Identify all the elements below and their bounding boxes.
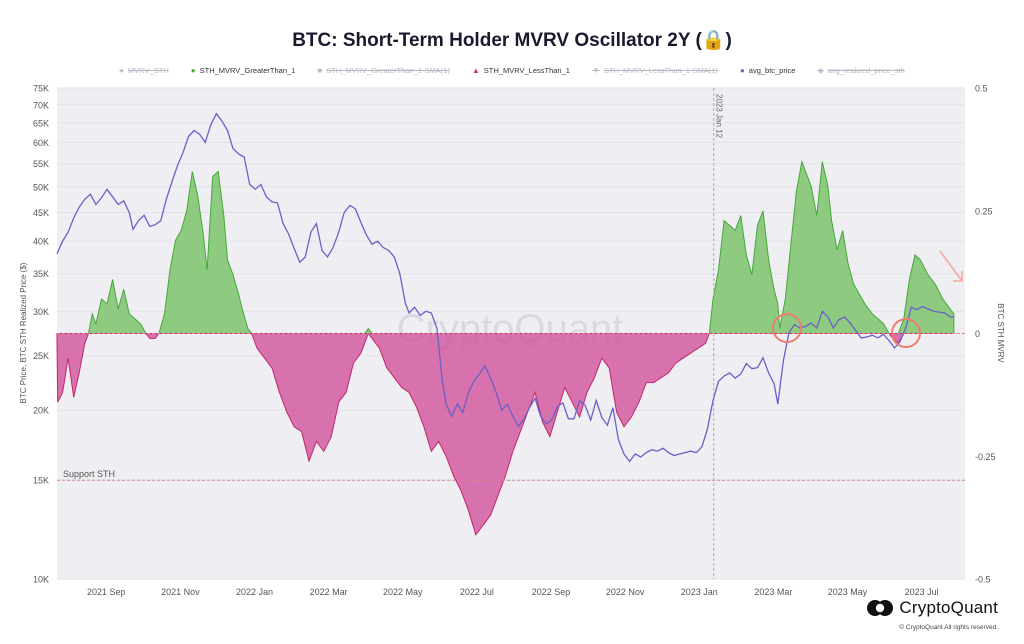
- x-tick-label: 2023 Jul: [905, 587, 939, 597]
- right-axis-ticks: 0.5 0.25 0 -0.25 -0.5: [975, 84, 996, 585]
- x-tick-label: 2022 Jan: [236, 587, 273, 597]
- left-tick-label: 75K: [33, 84, 49, 94]
- legend-swatch-icon: ●: [190, 65, 196, 75]
- right-tick-label: 0.5: [975, 84, 988, 94]
- chart-title: BTC: Short-Term Holder MVRV Oscillator 2…: [292, 30, 732, 51]
- legend-item-mvrv-sth[interactable]: ● MVRV_STH: [119, 66, 169, 75]
- x-tick-label: 2022 Jul: [460, 587, 494, 597]
- x-tick-label: 2022 Nov: [606, 587, 645, 597]
- highlight-circle-june: [891, 318, 921, 348]
- brand: CryptoQuant: [867, 598, 998, 618]
- left-tick-label: 60K: [33, 138, 49, 148]
- legend-swatch-icon: ●: [739, 65, 745, 75]
- legend-item-avg-realized-price-sth[interactable]: ◆ avg_realized_price_sth: [817, 66, 904, 75]
- legend-label: avg_btc_price: [748, 66, 796, 75]
- legend-label: STH_MVRV_GreaterThan_1-SMA(1): [326, 66, 450, 75]
- right-tick-label: 0.25: [975, 206, 993, 216]
- left-tick-label: 20K: [33, 406, 49, 416]
- x-tick-label: 2022 May: [383, 587, 423, 597]
- support-sth-label: Support STH: [63, 469, 115, 479]
- copyright-text: © CryptoQuant All rights reserved.: [899, 624, 998, 631]
- cryptoquant-logo-icon: [867, 600, 894, 616]
- left-axis-ticks: 75K 70K 65K 60K 55K 50K 45K 40K 35K 30K 25K 20K 15K 1…: [33, 84, 49, 585]
- left-tick-label: 45K: [33, 208, 49, 218]
- left-tick-label: 40K: [33, 237, 49, 247]
- right-tick-label: 0: [975, 329, 980, 339]
- left-tick-label: 35K: [33, 269, 49, 279]
- chart-legend: ● MVRV_STH ● STH_MVRV_GreaterThan_1 ■ STH_MVR…: [0, 66, 1024, 75]
- x-tick-label: 2022 Sep: [532, 587, 571, 597]
- legend-item-avg-btc-price[interactable]: ● avg_btc_price: [740, 66, 796, 75]
- left-tick-label: 15K: [33, 476, 49, 486]
- legend-swatch-icon: ▼: [591, 65, 600, 75]
- left-tick-label: 65K: [33, 118, 49, 128]
- right-axis-label: BTC STH MVRV: [996, 303, 1005, 363]
- avg-btc-price-line: [56, 112, 954, 463]
- down-arrow-icon: [939, 250, 963, 282]
- left-tick-label: 10K: [33, 575, 49, 585]
- legend-item-sth-mvrv-greaterthan-1[interactable]: ● STH_MVRV_GreaterThan_1: [191, 66, 296, 75]
- legend-swatch-icon: ●: [119, 65, 125, 75]
- left-tick-label: 55K: [33, 159, 49, 169]
- left-tick-label: 25K: [33, 351, 49, 361]
- date-marker-label: 2023 Jan 12: [715, 94, 724, 139]
- left-axis-label: BTC Price, BTC STH Realized Price ($): [19, 262, 28, 403]
- left-tick-label: 50K: [33, 182, 49, 192]
- x-axis-ticks: 2021 Sep 2021 Nov 2022 Jan 2022 Mar 2022 May…: [87, 587, 939, 597]
- highlight-circle-march: [772, 313, 802, 343]
- left-tick-label: 70K: [33, 100, 49, 110]
- x-tick-label: 2023 Jan: [681, 587, 718, 597]
- legend-item-sth-mvrv-lessthan-1[interactable]: ▲ STH_MVRV_LessThan_1: [472, 66, 570, 75]
- x-tick-label: 2023 May: [828, 587, 868, 597]
- legend-label: MVRV_STH: [128, 66, 169, 75]
- legend-label: STH_MVRV_LessThan_1-SMA(1): [603, 66, 718, 75]
- legend-swatch-icon: ▲: [471, 65, 480, 75]
- brand-name: CryptoQuant: [899, 598, 998, 617]
- legend-label: avg_realized_price_sth: [827, 66, 905, 75]
- x-tick-label: 2023 Mar: [754, 587, 792, 597]
- legend-item-sth-mvrv-lessthan-1-sma-1[interactable]: ▼ STH_MVRV_LessThan_1-SMA(1): [592, 66, 718, 75]
- legend-label: STH_MVRV_GreaterThan_1: [199, 66, 296, 75]
- legend-item-sth-mvrv-greaterthan-1-sma-1[interactable]: ■ STH_MVRV_GreaterThan_1-SMA(1): [317, 66, 450, 75]
- x-tick-label: 2021 Nov: [161, 587, 200, 597]
- x-tick-label: 2022 Mar: [310, 587, 348, 597]
- legend-swatch-icon: ◆: [817, 65, 824, 75]
- left-tick-label: 30K: [33, 307, 49, 317]
- x-tick-label: 2021 Sep: [87, 587, 126, 597]
- sth-mvrv-less-than-1-area: [56, 332, 954, 536]
- right-tick-label: -0.5: [975, 575, 991, 585]
- right-tick-label: -0.25: [975, 452, 996, 462]
- legend-label: STH_MVRV_LessThan_1: [483, 66, 570, 75]
- legend-swatch-icon: ■: [317, 65, 323, 75]
